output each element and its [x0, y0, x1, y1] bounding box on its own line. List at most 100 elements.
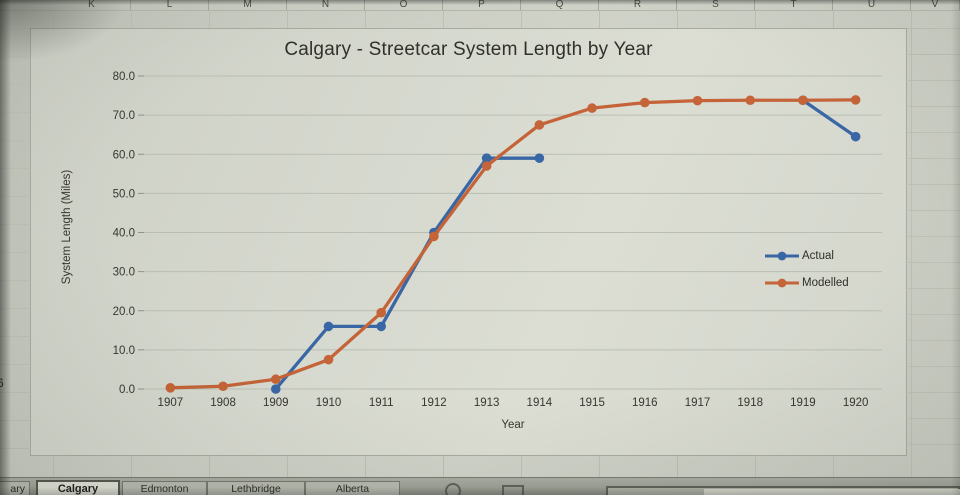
x-tick-label: 1911	[369, 397, 394, 409]
sheet-tab-edmonton[interactable]: Edmonton	[122, 481, 207, 495]
row-border	[0, 140, 29, 141]
row-border	[0, 392, 29, 393]
column-border	[677, 11, 678, 28]
row-border	[908, 366, 960, 367]
series-marker-modelled	[270, 374, 281, 385]
sheet-option-icon[interactable]	[502, 485, 524, 495]
row-border	[908, 184, 960, 185]
column-border	[443, 11, 444, 28]
row-border	[0, 280, 29, 281]
column-border	[911, 11, 912, 28]
row-border	[908, 210, 960, 211]
column-border	[599, 11, 600, 28]
legend-item-actual: Actual	[764, 242, 849, 269]
column-border	[677, 456, 678, 477]
row-number-fragment: 6	[0, 376, 4, 390]
row-border	[908, 54, 960, 55]
x-tick-label: 1917	[685, 397, 711, 409]
series-marker-actual	[270, 384, 281, 394]
row-border	[908, 314, 960, 315]
row-border	[0, 448, 29, 449]
column-border	[365, 11, 366, 28]
column-border	[443, 456, 444, 477]
legend-key-icon	[765, 251, 799, 260]
column-border	[131, 11, 132, 28]
row-border	[0, 364, 29, 365]
column-border	[53, 11, 54, 28]
horizontal-scrollbar[interactable]	[606, 486, 960, 495]
y-tick-label: 50.0	[113, 188, 135, 200]
column-border	[911, 456, 912, 477]
column-border	[833, 456, 834, 477]
series-marker-modelled	[639, 97, 650, 108]
x-tick-label: 1914	[527, 397, 553, 409]
row-border	[908, 106, 960, 107]
row-border	[908, 288, 960, 289]
series-line-actual	[801, 98, 857, 139]
column-border	[209, 11, 210, 28]
column-border	[287, 11, 288, 28]
series-marker-modelled	[323, 354, 334, 365]
row-border	[0, 56, 29, 57]
column-border	[53, 456, 54, 477]
add-sheet-icon[interactable]	[445, 483, 461, 495]
chart-legend: Actual Modelled	[764, 242, 849, 296]
y-tick-label: 40.0	[113, 228, 135, 240]
series-marker-actual	[534, 153, 545, 163]
x-tick-label: 1908	[210, 397, 236, 409]
row-border	[908, 236, 960, 237]
row-border	[0, 168, 29, 169]
row-border	[0, 224, 29, 225]
legend-label: Actual	[802, 249, 834, 262]
column-border	[209, 456, 210, 477]
row-border	[0, 336, 29, 337]
series-marker-modelled	[798, 95, 808, 106]
streetcar-chart: Calgary - Streetcar System Length by Yea…	[30, 28, 907, 456]
column-border	[131, 456, 132, 477]
series-marker-modelled	[218, 381, 228, 392]
y-tick-label: 10.0	[113, 345, 135, 357]
y-tick-label: 20.0	[113, 306, 135, 318]
x-tick-label: 1907	[158, 397, 184, 409]
row-border	[0, 112, 29, 113]
series-marker-modelled	[587, 103, 597, 113]
y-tick-label: 80.0	[113, 71, 135, 83]
column-border	[833, 11, 834, 28]
x-tick-label: 1918	[737, 397, 763, 409]
column-border	[599, 456, 600, 477]
row-border	[908, 418, 960, 419]
legend-item-modelled: Modelled	[764, 269, 849, 296]
row-border	[908, 262, 960, 263]
row-border	[908, 340, 960, 341]
series-marker-modelled	[745, 95, 756, 106]
row-border	[908, 80, 960, 81]
legend-label: Modelled	[802, 276, 849, 289]
series-marker-modelled	[534, 120, 545, 130]
series-marker-modelled	[165, 383, 176, 393]
sheet-tab-partial[interactable]: ary	[0, 481, 30, 495]
sheet-tab-calgary[interactable]: Calgary	[36, 480, 120, 495]
sheet-tab-lethbridge[interactable]: Lethbridge	[207, 481, 305, 495]
series-marker-modelled	[850, 95, 861, 105]
series-marker-modelled	[376, 307, 387, 318]
y-tick-label: 0.0	[119, 384, 135, 396]
row-border	[908, 158, 960, 159]
header-bottom-border	[0, 10, 960, 11]
x-tick-label: 1909	[263, 397, 289, 409]
row-border	[0, 84, 29, 85]
x-tick-label: 1919	[790, 397, 816, 409]
row-border	[908, 132, 960, 133]
scrollbar-thumb[interactable]	[704, 489, 960, 495]
sheet-tab-alberta[interactable]: Alberta	[305, 481, 400, 495]
legend-dot	[777, 278, 787, 287]
x-axis-title: Year	[501, 419, 525, 431]
series-marker-actual	[850, 131, 861, 142]
legend-dot	[777, 251, 787, 260]
x-tick-label: 1913	[474, 397, 500, 409]
y-tick-label: 30.0	[113, 267, 135, 279]
x-tick-label: 1912	[421, 397, 447, 409]
legend-key-icon	[765, 278, 799, 287]
series-marker-actual	[376, 321, 387, 332]
column-border	[287, 456, 288, 477]
